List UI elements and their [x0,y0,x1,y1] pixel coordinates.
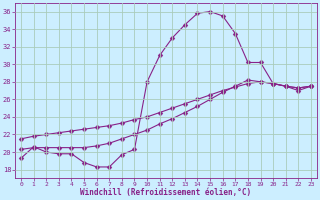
X-axis label: Windchill (Refroidissement éolien,°C): Windchill (Refroidissement éolien,°C) [80,188,252,197]
